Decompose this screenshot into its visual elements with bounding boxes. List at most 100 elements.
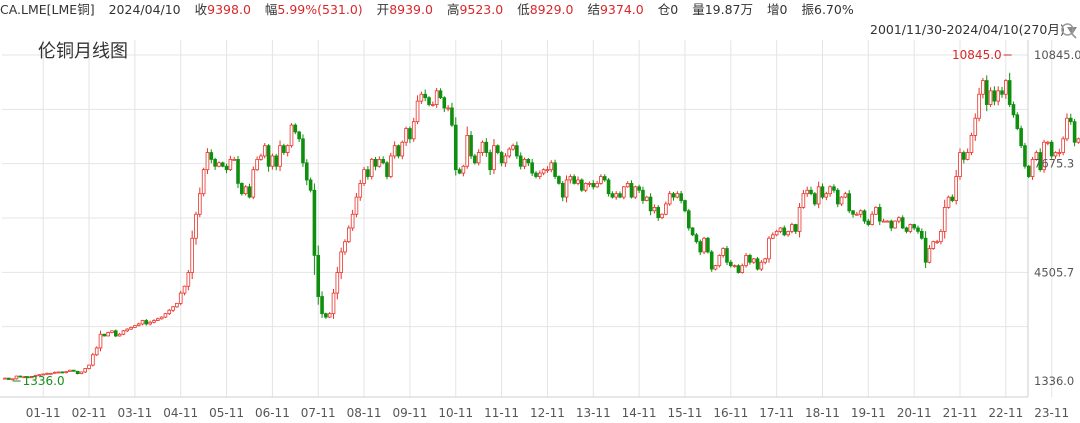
- candle: [920, 228, 924, 240]
- candle: [201, 167, 206, 197]
- candle: [1038, 148, 1043, 172]
- candle: [778, 227, 783, 234]
- candle: [304, 159, 309, 186]
- settle-value: 9374.0: [599, 2, 644, 17]
- candle: [190, 230, 194, 280]
- candle: [415, 95, 420, 125]
- candle: [274, 153, 279, 171]
- candle: [549, 160, 554, 173]
- grid: [0, 40, 1053, 398]
- candle: [389, 152, 393, 179]
- candle: [622, 185, 626, 200]
- candle: [721, 247, 725, 258]
- candle: [362, 166, 366, 186]
- candle: [71, 369, 76, 372]
- candle: [83, 368, 88, 374]
- candle: [866, 218, 871, 227]
- candle: [29, 375, 34, 379]
- quote-date: 2024/04/10: [108, 2, 181, 17]
- candle: [751, 257, 756, 264]
- x-tick-label: 09-11: [392, 406, 427, 420]
- candle: [981, 77, 985, 99]
- x-tick-label: 11-11: [484, 406, 519, 420]
- candle: [262, 143, 267, 159]
- candle: [453, 117, 458, 176]
- candle: [717, 254, 722, 268]
- candle: [1034, 150, 1039, 161]
- candle: [839, 196, 844, 207]
- candle: [614, 191, 618, 200]
- candle: [22, 376, 26, 379]
- candle: [56, 371, 61, 374]
- candle: [461, 164, 466, 177]
- candle: [835, 188, 840, 208]
- candle: [385, 161, 389, 180]
- x-tick-label: 23-11: [1034, 406, 1069, 420]
- candle: [60, 371, 65, 374]
- candle: [473, 153, 477, 165]
- candle: [392, 141, 397, 159]
- candle: [725, 245, 729, 266]
- candle: [419, 91, 424, 104]
- candle: [75, 370, 80, 375]
- x-tick-label: 19-11: [851, 406, 886, 420]
- x-tick-label: 18-11: [805, 406, 840, 420]
- candle: [343, 239, 347, 255]
- candle: [14, 375, 19, 380]
- candle: [557, 175, 561, 185]
- candle: [308, 177, 313, 193]
- candle: [916, 225, 920, 234]
- candle: [324, 312, 328, 319]
- x-tick-label: 15-11: [668, 406, 703, 420]
- candle: [942, 199, 947, 239]
- symbol-label[interactable]: CA.LME[LME铜]: [0, 2, 95, 17]
- candle: [369, 157, 374, 180]
- candle: [1053, 151, 1058, 159]
- candle: [648, 193, 653, 216]
- candle: [931, 240, 936, 250]
- candle: [939, 229, 943, 245]
- candle: [446, 105, 450, 112]
- date-range-selector[interactable]: 2001/11/30-2024/04/10(270月): [870, 20, 1077, 40]
- candle: [113, 329, 118, 338]
- candle: [897, 216, 901, 224]
- candle: [400, 140, 405, 160]
- candle: [965, 148, 970, 161]
- candle: [1042, 139, 1046, 173]
- candle: [1049, 140, 1054, 159]
- candle: [1023, 142, 1027, 169]
- candle: [893, 220, 897, 229]
- candle: [973, 113, 978, 141]
- max-value-label: 10845.0: [952, 48, 1002, 62]
- candle: [255, 156, 259, 171]
- chevron-down-icon[interactable]: [1066, 26, 1077, 35]
- candle: [709, 250, 714, 272]
- candle: [98, 330, 103, 352]
- candle: [641, 186, 645, 204]
- candle: [843, 191, 848, 199]
- candle: [602, 174, 607, 182]
- candle: [282, 143, 286, 155]
- volume-label: 量: [692, 2, 705, 17]
- candle: [908, 223, 913, 234]
- candle: [209, 149, 214, 164]
- x-tick-label: 13-11: [576, 406, 611, 420]
- candle: [1015, 112, 1020, 131]
- candle: [411, 117, 416, 142]
- candle: [297, 130, 301, 143]
- zoom-icon[interactable]: [1060, 22, 1078, 40]
- candle: [354, 193, 359, 218]
- candle: [912, 223, 916, 231]
- candle: [1011, 101, 1016, 118]
- candle: [205, 148, 210, 174]
- candle: [988, 87, 993, 107]
- x-tick-label: 01-11: [26, 406, 61, 420]
- candle: [900, 215, 905, 230]
- candle: [801, 190, 806, 209]
- candle: [358, 179, 363, 201]
- candle: [511, 143, 515, 151]
- x-tick-label: 06-11: [255, 406, 290, 420]
- candle: [381, 156, 385, 165]
- candle: [1061, 136, 1065, 156]
- candle: [79, 371, 84, 375]
